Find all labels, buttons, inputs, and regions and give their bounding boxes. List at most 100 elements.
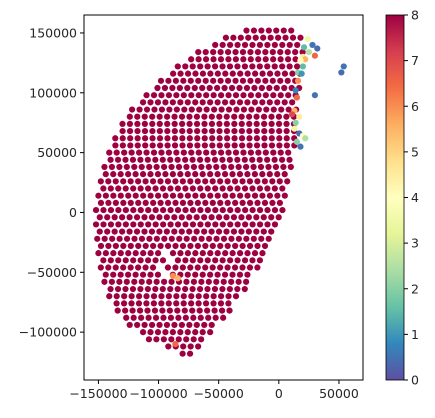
data-point bbox=[107, 285, 114, 293]
data-point bbox=[142, 142, 149, 149]
data-point bbox=[201, 214, 208, 221]
data-point bbox=[170, 70, 177, 77]
data-point bbox=[235, 278, 242, 285]
data-point bbox=[122, 185, 129, 192]
data-point bbox=[112, 264, 119, 271]
data-point bbox=[231, 127, 238, 135]
data-point bbox=[111, 214, 118, 221]
data-point bbox=[176, 84, 183, 92]
data-point bbox=[208, 127, 216, 135]
data-point bbox=[190, 163, 198, 171]
data-point bbox=[239, 199, 246, 206]
data-point bbox=[292, 87, 299, 94]
data-point bbox=[113, 293, 120, 300]
data-point bbox=[141, 127, 149, 135]
data-point bbox=[217, 56, 225, 63]
data-point bbox=[212, 206, 219, 214]
data-point bbox=[95, 250, 102, 257]
data-point bbox=[115, 257, 122, 264]
data-point bbox=[128, 300, 135, 307]
data-point bbox=[171, 321, 178, 329]
data-point bbox=[231, 113, 238, 120]
data-point bbox=[204, 206, 211, 214]
data-point bbox=[238, 113, 245, 120]
data-point bbox=[110, 171, 117, 178]
x-tick-label: −100000 bbox=[129, 386, 187, 401]
data-point bbox=[102, 250, 109, 257]
data-point bbox=[199, 84, 206, 92]
data-point bbox=[217, 199, 224, 206]
data-point bbox=[133, 214, 141, 221]
data-point bbox=[199, 171, 206, 178]
data-point bbox=[294, 77, 302, 84]
data-point bbox=[239, 142, 246, 149]
data-point bbox=[177, 250, 184, 257]
data-point bbox=[171, 142, 179, 149]
data-point bbox=[150, 300, 157, 307]
data-point bbox=[243, 163, 250, 171]
data-point bbox=[244, 271, 251, 278]
data-point bbox=[129, 285, 137, 293]
data-point bbox=[246, 199, 254, 206]
data-point bbox=[209, 199, 216, 206]
data-point bbox=[232, 199, 239, 206]
data-point bbox=[288, 111, 296, 118]
data-point bbox=[264, 63, 271, 70]
data-point bbox=[225, 300, 232, 307]
data-point bbox=[165, 300, 172, 307]
data-point bbox=[253, 135, 261, 142]
data-point bbox=[234, 257, 241, 264]
data-point bbox=[238, 120, 245, 127]
data-point bbox=[237, 70, 244, 77]
data-point bbox=[268, 127, 275, 135]
data-point bbox=[196, 307, 203, 314]
data-point bbox=[107, 156, 114, 163]
data-point bbox=[157, 77, 165, 84]
data-point bbox=[205, 163, 212, 171]
data-point bbox=[255, 92, 262, 99]
data-point bbox=[223, 120, 230, 127]
data-point bbox=[142, 242, 149, 250]
data-point bbox=[161, 84, 169, 92]
data-point bbox=[231, 264, 239, 271]
data-point bbox=[237, 192, 244, 199]
data-point bbox=[154, 271, 162, 278]
data-point bbox=[204, 285, 211, 293]
data-point bbox=[153, 336, 160, 343]
data-point bbox=[179, 127, 186, 135]
data-point bbox=[112, 135, 119, 142]
data-point bbox=[171, 214, 178, 221]
data-point bbox=[247, 77, 254, 84]
data-point bbox=[154, 99, 162, 106]
data-point bbox=[128, 149, 135, 156]
data-point bbox=[219, 63, 226, 70]
data-point bbox=[152, 285, 159, 293]
data-point bbox=[182, 257, 189, 264]
data-point bbox=[167, 314, 175, 321]
data-point bbox=[261, 242, 269, 250]
data-point bbox=[138, 163, 145, 171]
data-point bbox=[143, 92, 150, 99]
data-point bbox=[179, 350, 186, 357]
data-point bbox=[113, 149, 120, 156]
data-point bbox=[209, 178, 216, 185]
data-point bbox=[260, 214, 267, 221]
data-point bbox=[261, 142, 268, 149]
data-point bbox=[136, 307, 144, 314]
y-tick-label: −100000 bbox=[19, 325, 77, 340]
data-point bbox=[226, 307, 233, 314]
data-point bbox=[102, 192, 109, 199]
data-point bbox=[127, 199, 134, 206]
data-point bbox=[122, 257, 129, 264]
data-point bbox=[112, 199, 119, 206]
data-point bbox=[198, 235, 205, 242]
data-point bbox=[264, 41, 271, 49]
data-point bbox=[246, 264, 254, 271]
data-point bbox=[230, 34, 237, 41]
data-point bbox=[257, 163, 265, 171]
data-point bbox=[276, 142, 283, 149]
data-point bbox=[202, 264, 209, 271]
data-point bbox=[246, 135, 253, 142]
data-point bbox=[101, 235, 108, 242]
